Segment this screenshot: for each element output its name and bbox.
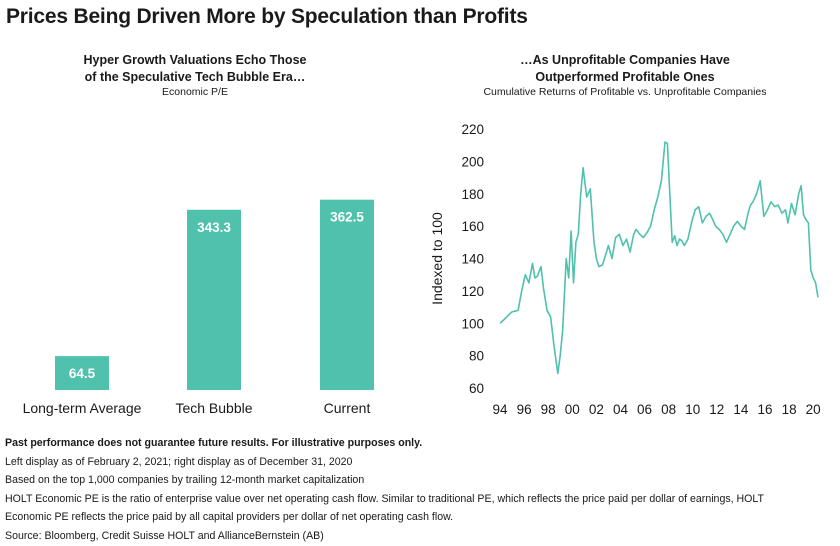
y-tick-label: 160 bbox=[461, 219, 484, 234]
x-tick-label: 98 bbox=[541, 402, 556, 417]
x-tick-label: 08 bbox=[661, 402, 676, 417]
x-tick-label: 14 bbox=[733, 402, 749, 417]
bar-value-label: 64.5 bbox=[69, 366, 96, 381]
right-chart-title: …As Unprofitable Companies Have Outperfo… bbox=[445, 52, 805, 86]
y-tick-label: 100 bbox=[461, 316, 484, 331]
y-tick-label: 80 bbox=[469, 349, 484, 364]
x-tick-label: 94 bbox=[492, 402, 508, 417]
footnotes: Past performance does not guarantee futu… bbox=[5, 434, 764, 546]
x-tick-label: 16 bbox=[757, 402, 772, 417]
series-line bbox=[499, 141, 819, 375]
x-category-label: Current bbox=[324, 400, 371, 416]
bar-value-label: 362.5 bbox=[330, 210, 364, 225]
y-tick-label: 140 bbox=[461, 252, 484, 267]
x-tick-label: 04 bbox=[613, 402, 629, 417]
footnote-dates: Left display as of February 2, 2021; rig… bbox=[5, 455, 353, 468]
x-category-label: Long-term Average bbox=[23, 400, 142, 416]
y-tick-label: 60 bbox=[469, 381, 484, 396]
right-chart-subtitle: Cumulative Returns of Profitable vs. Unp… bbox=[483, 86, 767, 98]
right-chart-title-line1: …As Unprofitable Companies Have bbox=[520, 53, 730, 67]
bar bbox=[55, 356, 109, 390]
x-tick-label: 00 bbox=[565, 402, 580, 417]
y-axis-label: Indexed to 100 bbox=[429, 212, 445, 305]
left-chart-title-line2: of the Speculative Tech Bubble Era… bbox=[84, 70, 306, 84]
line-chart: 60 80 100 120 140 160 180 200 220 94 96 98 00 02 04 06 0… bbox=[429, 122, 821, 417]
footnote-definition-1: HOLT Economic PE is the ratio of enterpr… bbox=[5, 492, 764, 505]
bar bbox=[187, 209, 241, 390]
x-tick-label: 12 bbox=[709, 402, 724, 417]
left-chart-title: Hyper Growth Valuations Echo Those of th… bbox=[40, 52, 350, 86]
left-chart-title-line1: Hyper Growth Valuations Echo Those bbox=[83, 53, 307, 67]
x-tick-label: 96 bbox=[517, 402, 532, 417]
y-tick-label: 200 bbox=[461, 154, 484, 169]
page-title: Prices Being Driven More by Speculation … bbox=[6, 5, 528, 28]
footnote-universe: Based on the top 1,000 companies by trai… bbox=[5, 474, 365, 487]
left-chart-subtitle: Economic P/E bbox=[162, 86, 228, 98]
x-tick-label: 10 bbox=[685, 402, 700, 417]
footnote-definition-2: Economic PE reflects the price paid by a… bbox=[5, 511, 454, 524]
y-tick-label: 220 bbox=[461, 122, 484, 137]
bar-value-label: 343.3 bbox=[197, 220, 231, 235]
y-tick-label: 180 bbox=[461, 187, 484, 202]
x-tick-label: 20 bbox=[806, 402, 821, 417]
right-chart-title-line2: Outperformed Profitable Ones bbox=[535, 70, 715, 84]
x-tick-label: 06 bbox=[637, 402, 652, 417]
disclaimer: Past performance does not guarantee futu… bbox=[5, 437, 423, 449]
footnote-source: Source: Bloomberg, Credit Suisse HOLT an… bbox=[5, 529, 324, 542]
x-tick-label: 02 bbox=[589, 402, 604, 417]
y-tick-label: 120 bbox=[461, 284, 484, 299]
bar bbox=[320, 199, 374, 390]
bar-chart: 64.5 Long-term Average 343.3 Tech Bubble 362… bbox=[23, 199, 374, 416]
x-category-label: Tech Bubble bbox=[175, 400, 252, 416]
x-tick-label: 18 bbox=[782, 402, 797, 417]
